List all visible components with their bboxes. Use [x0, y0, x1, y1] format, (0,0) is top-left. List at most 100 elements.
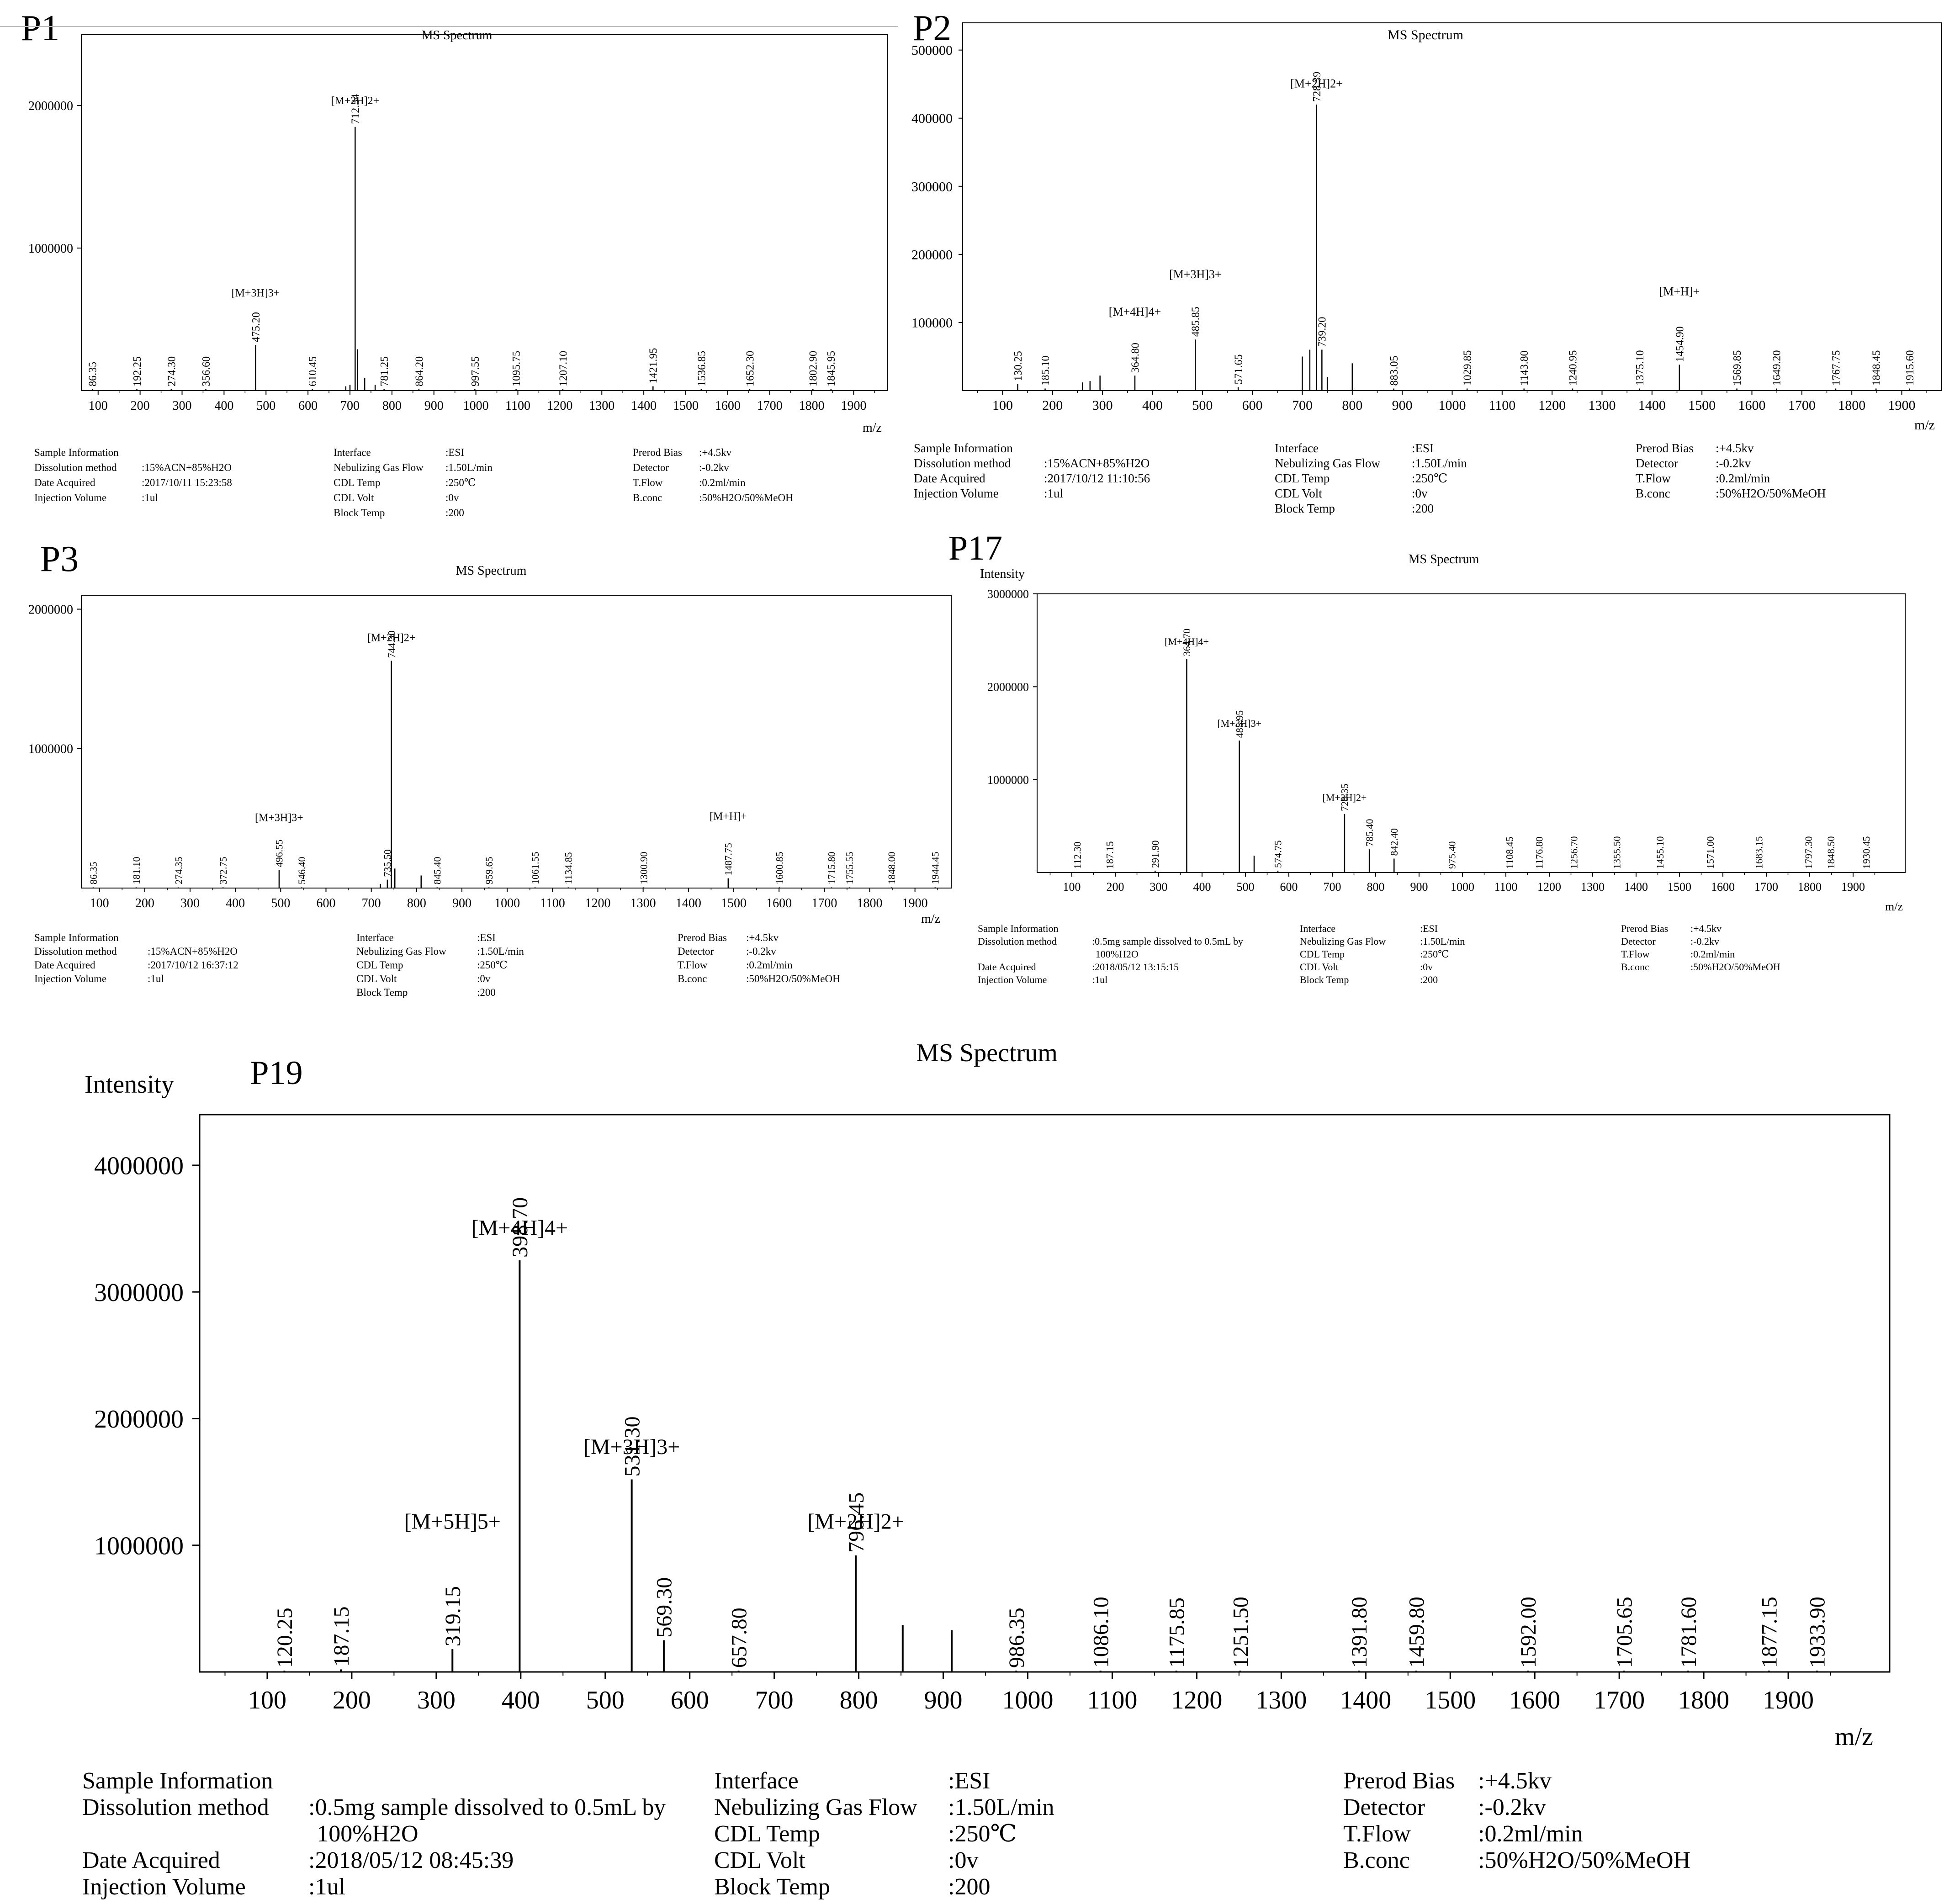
x-tick-label: 1900 — [1888, 398, 1916, 413]
peak-label: 130.25 — [1012, 351, 1024, 381]
nebulizing-gas-flow-value: :1.50L/min — [948, 1794, 1054, 1820]
x-tick-label: 300 — [1150, 880, 1168, 894]
peak-label: 1915.60 — [1904, 350, 1916, 386]
x-tick-label: 1400 — [1340, 1686, 1391, 1714]
x-tick-label: 1600 — [1711, 880, 1735, 894]
x-tick-label: 1300 — [589, 399, 614, 413]
prerod-bias-label: Prerod Bias — [678, 932, 727, 943]
x-tick-label: 900 — [1410, 880, 1428, 894]
peak-label: 1848.00 — [886, 852, 897, 885]
detector-value: :-0.2kv — [1690, 936, 1719, 947]
peak-label: 356.60 — [201, 356, 212, 386]
block-temp-label: Block Temp — [1275, 502, 1335, 515]
y-tick-label: 100000 — [911, 315, 953, 330]
b-conc-label: B.conc — [678, 973, 707, 984]
ion-annotation: [M+2H]2+ — [807, 1510, 904, 1534]
peak-label: 744.30 — [386, 630, 397, 658]
x-tick-label: 1600 — [1738, 398, 1766, 413]
detector-label: Detector — [1636, 456, 1678, 470]
cdl-volt-value: :0v — [1420, 961, 1433, 973]
y-tick-label: 1000000 — [94, 1532, 184, 1560]
t-flow-value: :0.2ml/min — [1716, 471, 1770, 485]
peak-label: 192.25 — [132, 356, 143, 386]
nebulizing-gas-flow-label: Nebulizing Gas Flow — [1300, 936, 1386, 947]
interface-value: :ESI — [445, 447, 464, 458]
x-tick-label: 1400 — [1638, 398, 1666, 413]
x-tick-label: 700 — [340, 399, 360, 413]
x-tick-label: 200 — [135, 896, 154, 910]
x-tick-label: 1100 — [505, 399, 530, 413]
detector-label: Detector — [633, 462, 669, 473]
x-tick-label: 800 — [1342, 398, 1362, 413]
x-tick-label: 100 — [1063, 880, 1081, 894]
dissolution-value-line2: 100%H2O — [1096, 948, 1139, 960]
chart-panel-p17: P17 MS Spectrum Intensity 100 200 300 400 500 60… — [948, 529, 1906, 985]
peak-label: 187.15 — [1104, 841, 1115, 869]
sample-info-title: Sample Information — [34, 932, 119, 943]
x-axis-label: m/z — [863, 421, 882, 435]
peak-label: 1797.30 — [1803, 836, 1814, 869]
injection-value: :1ul — [308, 1874, 345, 1900]
prerod-bias-value: :+4.5kv — [1690, 923, 1722, 934]
injection-label: Injection Volume — [34, 492, 106, 503]
x-tick-label: 600 — [1242, 398, 1263, 413]
date-label: Date Acquired — [34, 959, 95, 971]
peak-label: 1683.15 — [1753, 836, 1765, 869]
b-conc-label: B.conc — [1343, 1847, 1410, 1873]
peak-label: 1569.85 — [1732, 350, 1743, 386]
x-tick-label: 600 — [1280, 880, 1298, 894]
ion-annotation: [M+2H]2+ — [331, 95, 379, 107]
date-value: :2017/10/12 11:10:56 — [1044, 471, 1150, 485]
peak-label: 1375.10 — [1634, 350, 1646, 386]
detector-value: :-0.2kv — [1478, 1794, 1546, 1820]
sample-info-block: Sample Information Dissolution method:15%… — [34, 447, 793, 518]
sample-info-block: Sample Information Dissolution method:15%… — [34, 932, 840, 998]
dissolution-label: Dissolution method — [82, 1794, 269, 1820]
peak-label: 842.40 — [1388, 828, 1400, 856]
plot-frame — [81, 595, 952, 889]
cdl-volt-label: CDL Volt — [356, 973, 397, 984]
panel-label: P1 — [21, 8, 60, 48]
peak-label: 796.45 — [844, 1492, 869, 1553]
nebulizing-gas-flow-value: :1.50L/min — [477, 946, 524, 957]
peak-label: 1705.65 — [1612, 1597, 1637, 1668]
ion-annotation: [M+H]+ — [1659, 285, 1700, 298]
b-conc-value: :50%H2O/50%MeOH — [1478, 1847, 1690, 1873]
x-tick-label: 1000 — [494, 896, 520, 910]
y-tick-label: 1000000 — [28, 742, 73, 756]
x-tick-label: 1000 — [463, 399, 489, 413]
x-tick-label: 600 — [671, 1686, 709, 1714]
nebulizing-gas-flow-label: Nebulizing Gas Flow — [334, 462, 424, 473]
x-tick-label: 1500 — [1668, 880, 1691, 894]
t-flow-label: T.Flow — [633, 477, 663, 488]
peak-label: 571.65 — [1233, 354, 1245, 385]
chart-title: MS Spectrum — [1388, 27, 1463, 42]
x-tick-label: 1300 — [1255, 1686, 1307, 1714]
plot-frame — [1037, 593, 1906, 873]
x-tick-label: 1000 — [1439, 398, 1466, 413]
peak-label: 1459.80 — [1405, 1597, 1429, 1668]
x-tick-label: 1800 — [1678, 1686, 1729, 1714]
ion-annotation: [M+3H]3+ — [1169, 268, 1222, 281]
peak-label: 274.35 — [173, 857, 184, 885]
prerod-bias-value: :+4.5kv — [1478, 1768, 1552, 1794]
prerod-bias-value: :+4.5kv — [1716, 441, 1754, 455]
peak-label: 959.65 — [483, 857, 495, 885]
t-flow-value: :0.2ml/min — [746, 959, 793, 971]
x-tick-label: 1500 — [673, 399, 699, 413]
peak-label: 1175.85 — [1165, 1597, 1189, 1668]
peak-label: 1143.80 — [1519, 350, 1531, 386]
x-tick-label: 1400 — [1624, 880, 1648, 894]
x-tick-label: 500 — [271, 896, 290, 910]
x-tick-label: 1300 — [1581, 880, 1605, 894]
b-conc-value: :50%H2O/50%MeOH — [699, 492, 793, 503]
y-tick-label: 300000 — [911, 179, 953, 194]
peak-label: 1061.55 — [530, 852, 541, 885]
x-tick-label: 1300 — [630, 896, 656, 910]
y-tick-label: 400000 — [911, 111, 953, 126]
x-tick-label: 600 — [317, 896, 336, 910]
x-tick-label: 1700 — [811, 896, 837, 910]
x-tick-label: 500 — [1192, 398, 1213, 413]
